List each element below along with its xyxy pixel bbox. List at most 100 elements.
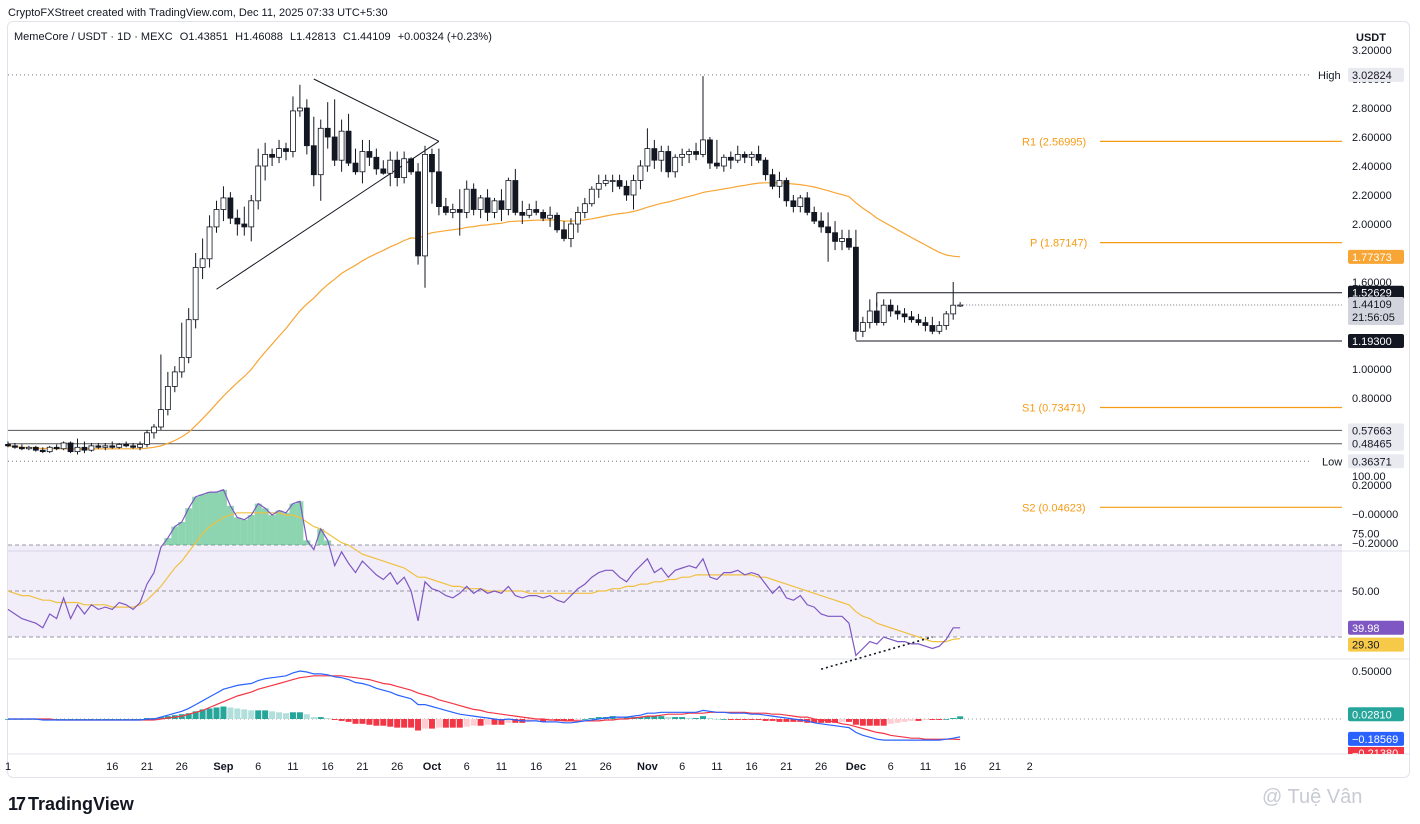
candle-body <box>206 226 213 260</box>
macd-histogram-bar <box>387 719 394 727</box>
candle-body <box>39 449 46 453</box>
currency-label[interactable]: USDT <box>1356 32 1386 44</box>
candle-body <box>727 156 734 161</box>
candle-body <box>199 258 206 268</box>
candle-body <box>804 197 811 213</box>
candle <box>873 302 880 326</box>
candle <box>533 200 540 216</box>
candle-body <box>192 267 199 321</box>
candle <box>53 444 60 451</box>
candle <box>755 145 762 164</box>
price-axis-tick: 0.20000 <box>1352 480 1392 492</box>
macd-histogram-bar <box>533 719 540 721</box>
candle-body <box>853 246 859 332</box>
candle-body <box>581 203 588 213</box>
candle-body <box>880 304 887 324</box>
candle-body <box>936 325 943 332</box>
tradingview-logo[interactable]: 17 TradingView <box>8 794 134 815</box>
candle-body <box>505 180 512 210</box>
macd-signal-tag-text: −0.21380 <box>1352 748 1398 760</box>
range-lower-tag: 1.19300 <box>1348 334 1404 349</box>
price-axis-tick: −0.00000 <box>1352 509 1398 521</box>
candle-body <box>213 209 220 228</box>
candle <box>18 444 25 451</box>
macd-histogram-bar <box>741 719 748 720</box>
candle-body <box>352 162 359 173</box>
candle <box>720 154 727 172</box>
candle <box>748 151 755 166</box>
candle <box>547 206 553 227</box>
macd-histogram-bar <box>213 707 220 719</box>
macd-histogram-bar <box>185 713 192 719</box>
candle <box>950 282 957 320</box>
countdown-text: 21:56:05 <box>1352 312 1395 324</box>
candle <box>790 195 797 213</box>
symbol-legend: MemeCore / USDT · 1D · MEXC O1.43851 H1.… <box>14 31 496 43</box>
candle-body <box>317 127 324 176</box>
candle-body <box>25 446 32 450</box>
candle-body <box>290 110 296 152</box>
candle <box>401 151 408 184</box>
time-axis-label: 26 <box>391 761 403 773</box>
candle <box>116 442 123 449</box>
macd-histogram-bar <box>303 714 310 719</box>
candle <box>568 218 574 248</box>
candle-body <box>832 232 838 242</box>
time-axis-label: 11 <box>287 761 298 773</box>
price-axis-tick: −0.20000 <box>1352 538 1398 550</box>
candle <box>373 148 380 175</box>
candle <box>581 197 588 219</box>
macd-histogram-bar <box>832 719 839 723</box>
macd-histogram-bar <box>338 719 345 721</box>
candle-body <box>498 200 505 210</box>
candle <box>512 168 519 216</box>
candle-body <box>623 185 630 196</box>
macd-histogram-bar <box>852 719 859 725</box>
candle-body <box>359 151 366 173</box>
candle <box>137 441 143 451</box>
high-price-tag-text: 3.02824 <box>1352 70 1392 82</box>
macd-histogram-bar <box>790 719 797 722</box>
symbol-title[interactable]: MemeCore / USDT · 1D · MEXC <box>14 31 173 43</box>
macd-histogram-bar <box>470 719 477 726</box>
macd-histogram-bar <box>839 719 845 722</box>
candle <box>449 203 456 219</box>
candle <box>144 429 150 448</box>
macd-histogram-bar <box>574 719 581 720</box>
macd-histogram-bar <box>512 719 519 723</box>
high-label: High <box>1318 70 1341 82</box>
candle <box>783 177 790 207</box>
macd-histogram-bar <box>818 719 825 723</box>
macd-histogram-bar <box>658 716 665 719</box>
candle-body <box>811 211 818 222</box>
candle-body <box>449 209 456 213</box>
candle-body <box>422 153 428 257</box>
candle-body <box>255 165 262 202</box>
candle-body <box>185 319 192 358</box>
candle-body <box>526 209 533 216</box>
time-axis-label: 6 <box>255 761 261 773</box>
candle <box>470 183 477 216</box>
candle <box>901 308 908 323</box>
macd-histogram-bar <box>491 719 498 725</box>
high-price-tag: 3.02824 <box>1348 67 1404 82</box>
candle <box>456 189 463 236</box>
candle <box>463 180 470 219</box>
macd-histogram-bar <box>561 719 567 721</box>
candle-body <box>130 445 137 448</box>
candle-body <box>241 223 248 228</box>
candle-body <box>32 446 39 451</box>
candle <box>310 116 317 187</box>
candle-body <box>220 197 227 210</box>
author-watermark: @ Tuệ Vân <box>1262 786 1363 808</box>
candle <box>317 119 324 201</box>
candle-body <box>269 153 276 158</box>
candle <box>276 139 282 164</box>
candle <box>832 221 838 251</box>
candle-body <box>755 153 762 161</box>
macd-histogram-bar <box>310 717 317 719</box>
candle <box>561 221 567 242</box>
candle-body <box>283 148 289 152</box>
candle-body <box>137 443 143 448</box>
